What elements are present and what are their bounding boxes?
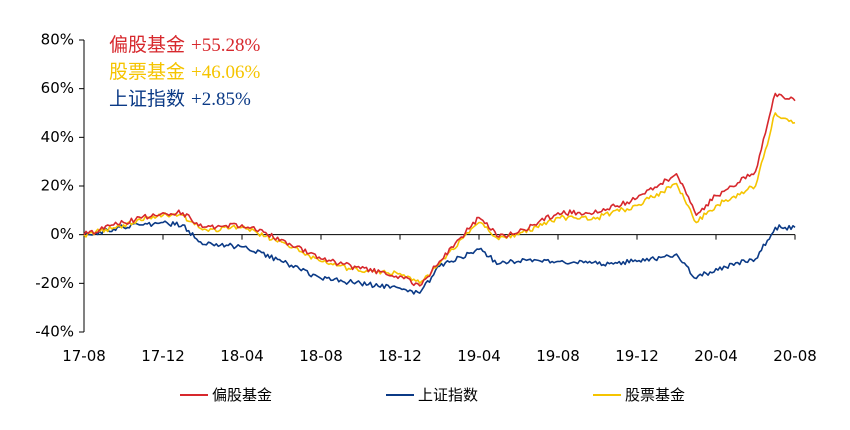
x-tick-label: 17-08 <box>62 347 106 365</box>
annotation-label: 偏股基金 +55.28% <box>109 34 261 56</box>
y-tick-label: 80% <box>41 31 74 49</box>
legend-swatch <box>593 393 621 396</box>
annotation-series-name: 上证指数 <box>109 88 191 110</box>
x-tick-label: 20-08 <box>773 347 817 365</box>
legend-item-pianguj: 偏股基金 <box>180 384 272 405</box>
legend-item-shanghai: 上证指数 <box>386 384 478 405</box>
annotation-value: +46.06% <box>191 62 260 83</box>
x-tick-label: 19-04 <box>457 347 501 365</box>
annotation-series-name: 偏股基金 <box>109 34 191 56</box>
y-tick-label: 60% <box>41 79 74 97</box>
x-axis: 17-08 17-12 18-04 18-08 18-12 19-04 19-08 19-12… <box>62 234 817 365</box>
y-axis: 80% 60% 40% 20% 0% -20% -40% <box>35 31 85 341</box>
x-tick-label: 19-08 <box>536 347 580 365</box>
legend-label: 上证指数 <box>418 386 479 404</box>
legend-swatch <box>386 393 414 396</box>
legend-swatch <box>180 393 208 396</box>
annotation-label: 股票基金 +46.06% <box>109 61 261 83</box>
x-tick-label: 18-04 <box>220 347 264 365</box>
annotation-value: +2.85% <box>191 89 251 110</box>
x-tick-label: 19-12 <box>615 347 659 365</box>
y-tick-label: -40% <box>35 323 74 341</box>
x-tick-label: 18-12 <box>378 347 422 365</box>
y-tick-label: 40% <box>41 128 74 146</box>
series-line <box>83 92 796 287</box>
series-line <box>83 220 796 295</box>
y-tick-label: 20% <box>41 177 74 195</box>
legend-item-stock: 股票基金 <box>593 384 685 405</box>
x-tick-label: 20-04 <box>694 347 738 365</box>
x-tick-label: 17-12 <box>141 347 185 365</box>
legend: 偏股基金 上证指数 股票基金 <box>0 384 850 414</box>
annotation-label: 上证指数 +2.85% <box>109 88 251 110</box>
x-tick-label: 18-08 <box>299 347 343 365</box>
annotations: 偏股基金 +55.28%股票基金 +46.06%上证指数 +2.85% <box>109 34 261 110</box>
series-line <box>83 112 796 285</box>
legend-label: 偏股基金 <box>212 386 273 404</box>
annotation-series-name: 股票基金 <box>109 61 191 83</box>
y-tick-label: -20% <box>35 274 74 292</box>
legend-label: 股票基金 <box>625 386 686 404</box>
y-tick-label: 0% <box>50 225 74 243</box>
series-lines <box>83 92 796 295</box>
annotation-value: +55.28% <box>191 35 260 56</box>
